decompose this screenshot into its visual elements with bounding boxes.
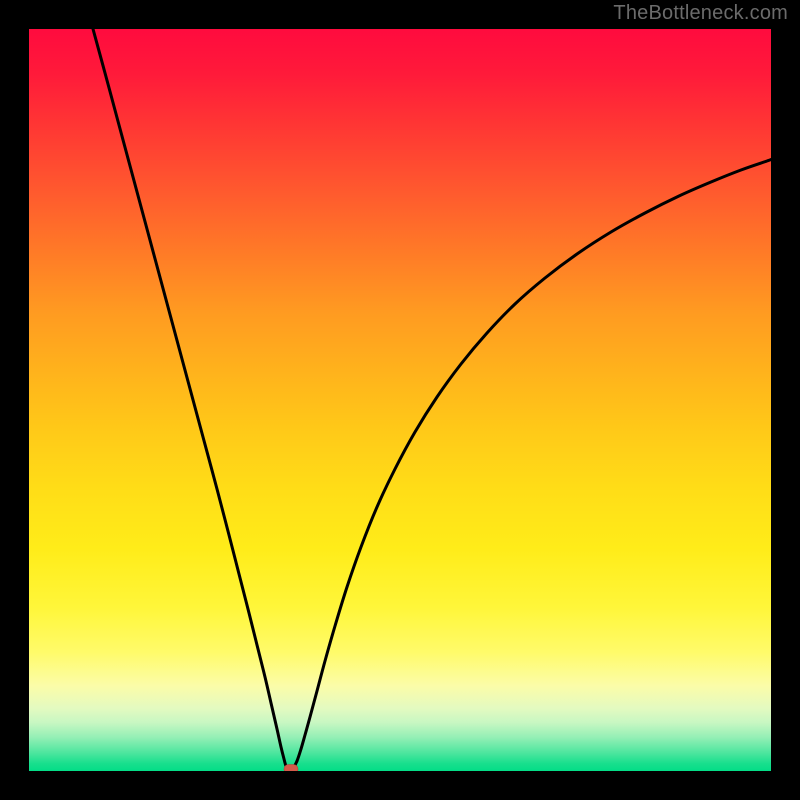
chart-container: { "watermark": { "text": "TheBottleneck.… [0,0,800,800]
optimal-point-marker [284,765,298,772]
gradient-background [29,29,771,771]
bottleneck-chart [29,29,771,771]
watermark-text: TheBottleneck.com [613,2,788,25]
